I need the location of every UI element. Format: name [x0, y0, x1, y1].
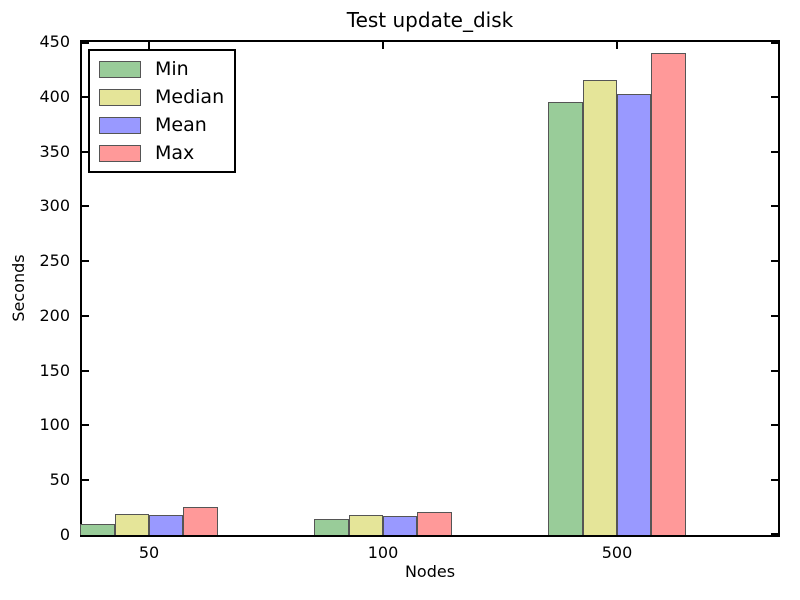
y-tick-mark-right — [771, 314, 778, 317]
bar-min-50 — [80, 524, 115, 535]
y-tick-mark-right — [771, 95, 778, 98]
y-tick-mark-left — [82, 150, 89, 153]
y-tick-label: 400 — [39, 86, 70, 106]
y-tick-mark-left — [82, 260, 89, 263]
y-tick-mark-right — [771, 479, 778, 482]
legend-label-max: Max — [155, 142, 195, 164]
legend-label-mean: Mean — [155, 114, 207, 136]
bar-median-500 — [582, 80, 617, 535]
chart-title: Test update_disk — [346, 8, 514, 32]
bar-max-50 — [183, 506, 218, 535]
legend-row-min: Min — [90, 59, 234, 79]
y-tick-label: 200 — [39, 305, 70, 325]
y-tick-mark-right — [771, 42, 778, 44]
y-tick-mark-right — [771, 369, 778, 372]
bar-median-100 — [348, 515, 383, 535]
bar-median-50 — [114, 514, 149, 535]
legend-swatch-min — [99, 60, 141, 78]
y-tick-mark-left — [82, 369, 89, 372]
y-tick-mark-left — [82, 95, 89, 98]
y-tick-mark-left — [82, 42, 89, 44]
y-tick-label: 0 — [59, 525, 70, 544]
bar-max-500 — [651, 53, 686, 535]
x-tick-mark-top — [616, 42, 618, 49]
y-tick-label: 350 — [39, 141, 70, 161]
bar-mean-500 — [617, 93, 652, 535]
x-tick-label: 500 — [601, 543, 633, 562]
x-axis-label: Nodes — [404, 562, 456, 581]
y-tick-mark-right — [771, 205, 778, 208]
legend: Min Median Mean Max — [88, 49, 236, 173]
y-tick-mark-left — [82, 424, 89, 427]
legend-row-max: Max — [90, 143, 234, 163]
legend-row-median: Median — [90, 87, 234, 107]
bar-min-100 — [314, 518, 349, 535]
y-tick-mark-right — [771, 533, 778, 535]
x-tick-mark-top — [382, 42, 384, 49]
y-tick-mark-right — [771, 424, 778, 427]
plot-area — [80, 40, 780, 537]
y-tick-mark-right — [771, 150, 778, 153]
y-tick-mark-left — [82, 205, 89, 208]
bar-min-500 — [548, 102, 583, 535]
y-tick-mark-left — [82, 479, 89, 482]
y-tick-label: 250 — [39, 251, 70, 271]
y-tick-label: 450 — [39, 32, 70, 51]
y-tick-label: 100 — [39, 415, 70, 435]
bar-mean-50 — [149, 514, 184, 535]
legend-swatch-max — [99, 144, 141, 162]
legend-row-mean: Mean — [90, 115, 234, 135]
bar-mean-100 — [383, 516, 418, 535]
legend-swatch-mean — [99, 116, 141, 134]
y-tick-mark-left — [82, 314, 89, 317]
legend-label-min: Min — [155, 58, 189, 80]
legend-swatch-median — [99, 88, 141, 106]
y-tick-label: 50 — [49, 470, 70, 490]
y-tick-mark-right — [771, 260, 778, 263]
x-tick-mark-top — [148, 42, 150, 49]
x-tick-label: 50 — [138, 543, 160, 562]
y-tick-label: 150 — [39, 360, 70, 380]
legend-label-median: Median — [155, 86, 225, 108]
bar-max-100 — [417, 512, 452, 535]
x-tick-label: 100 — [367, 543, 399, 562]
y-tick-label: 300 — [39, 196, 70, 216]
